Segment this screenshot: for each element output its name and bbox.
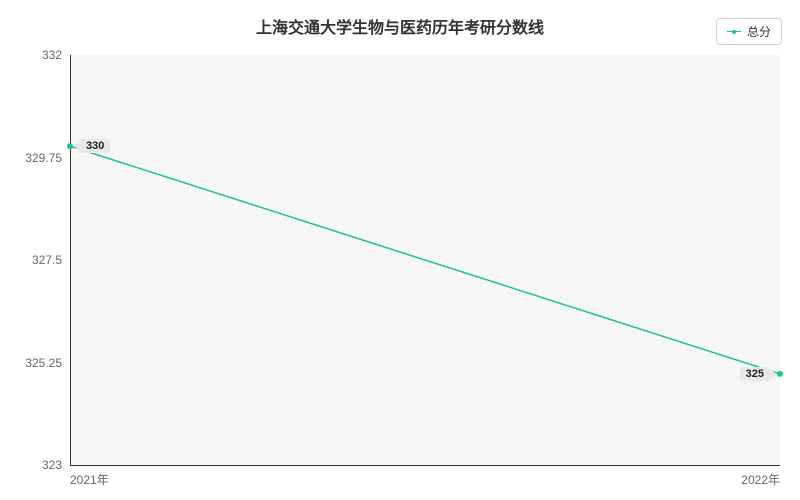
y-tick-label: 327.5 bbox=[32, 253, 70, 267]
chart-container: 上海交通大学生物与医药历年考研分数线 总分 323 325.25 327.5 329.… bbox=[0, 0, 800, 500]
legend-label: 总分 bbox=[747, 23, 771, 40]
legend: 总分 bbox=[716, 18, 782, 45]
data-label: 330 bbox=[80, 139, 110, 153]
y-tick-label: 323 bbox=[42, 458, 70, 472]
line-layer bbox=[70, 55, 780, 465]
y-tick-label: 329.75 bbox=[25, 151, 70, 165]
series-line bbox=[70, 146, 780, 374]
data-label: 325 bbox=[740, 367, 770, 381]
chart-title: 上海交通大学生物与医药历年考研分数线 bbox=[256, 14, 544, 38]
plot-area: 323325.25327.5329.753322021年2022年330325 bbox=[70, 55, 780, 465]
x-tick-label: 2021年 bbox=[70, 465, 109, 488]
x-tick-label: 2022年 bbox=[741, 465, 780, 488]
legend-marker bbox=[727, 31, 741, 32]
y-tick-label: 332 bbox=[42, 48, 70, 62]
x-axis-line bbox=[70, 465, 780, 466]
y-tick-label: 325.25 bbox=[25, 356, 70, 370]
